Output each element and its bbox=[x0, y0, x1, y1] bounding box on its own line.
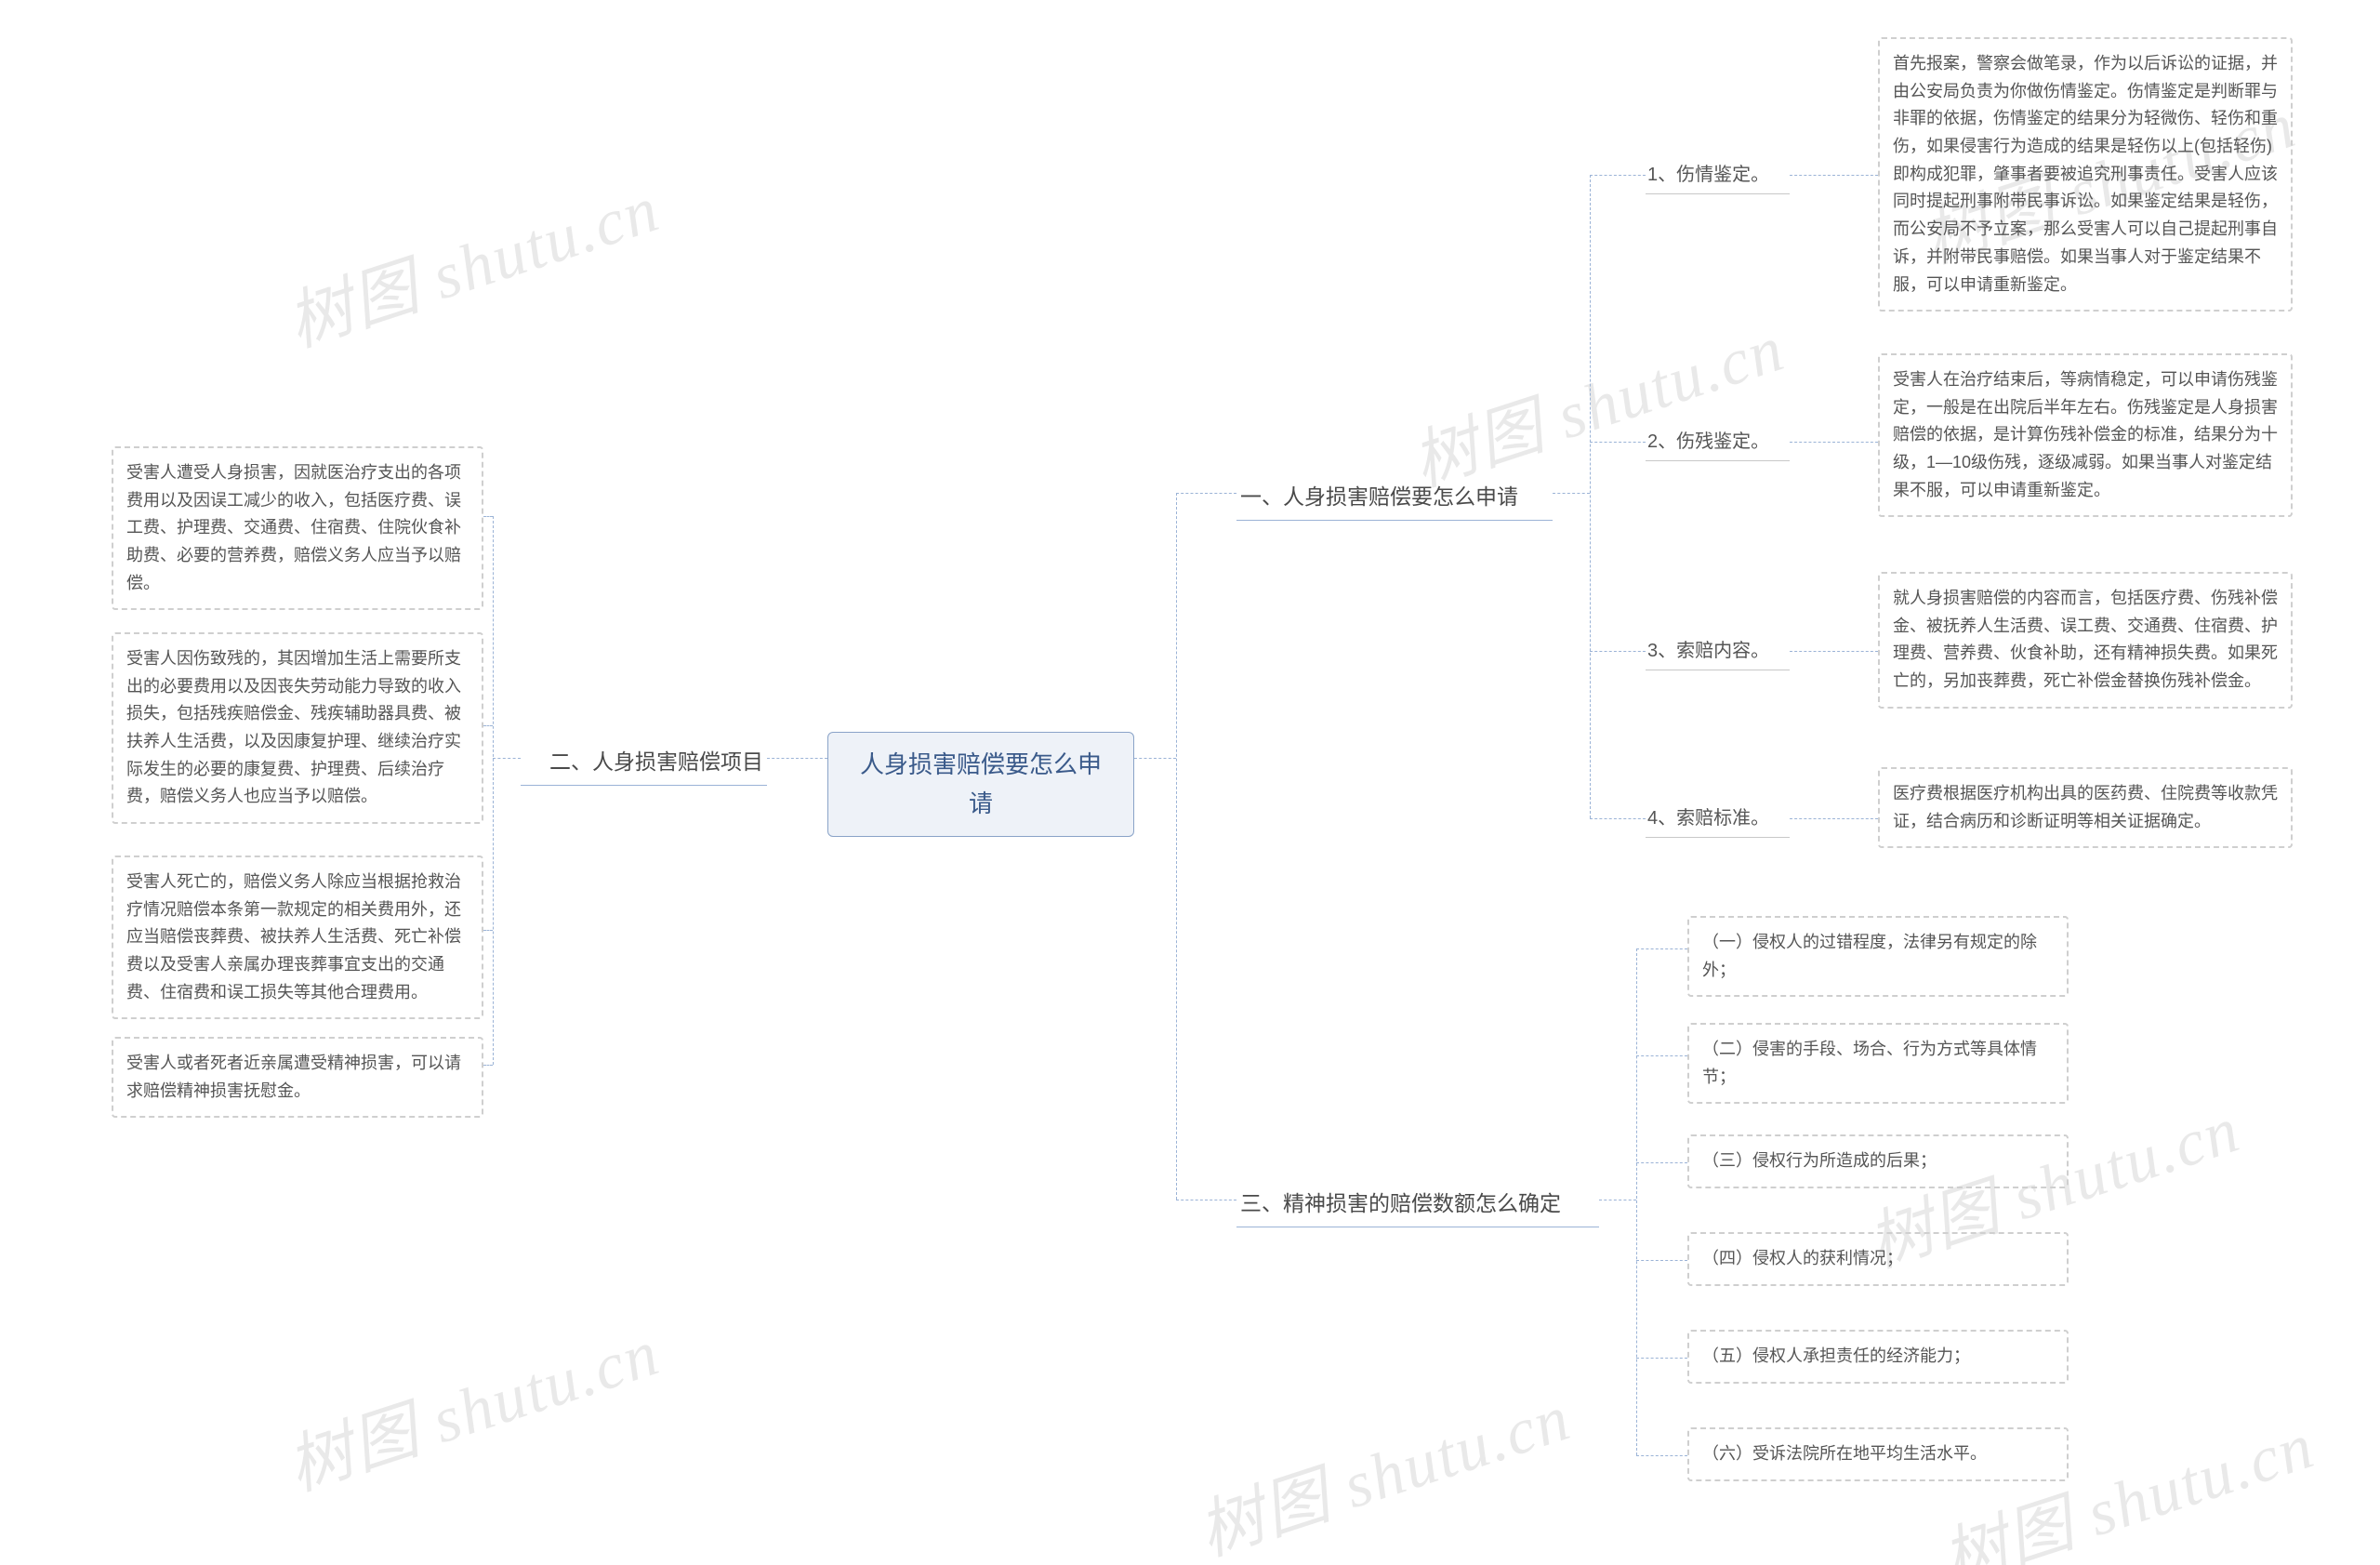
leaf-3-6: （六）受诉法院所在地平均生活水平。 bbox=[1687, 1427, 2069, 1481]
watermark: 树图 shutu.cn bbox=[1185, 1365, 1581, 1565]
connector bbox=[1636, 1455, 1687, 1456]
connector bbox=[1790, 818, 1878, 819]
connector bbox=[1134, 758, 1176, 759]
connector bbox=[1790, 175, 1878, 176]
leaf-1-2: 受害人在治疗结束后，等病情稳定，可以申请伤残鉴定，一般是在出院后半年左右。伤残鉴… bbox=[1878, 353, 2293, 517]
leaf-1-1: 首先报案，警察会做笔录，作为以后诉讼的证据，并由公安局负责为你做伤情鉴定。伤情鉴… bbox=[1878, 37, 2293, 312]
leaf-3-3: （三）侵权行为所造成的后果； bbox=[1687, 1134, 2069, 1188]
leaf-1-3: 就人身损害赔偿的内容而言，包括医疗费、伤残补偿金、被抚养人生活费、误工费、交通费… bbox=[1878, 572, 2293, 709]
leaf-2-1: 受害人遭受人身损害，因就医治疗支出的各项费用以及因误工减少的收入，包括医疗费、误… bbox=[112, 446, 483, 610]
watermark: 树图 shutu.cn bbox=[274, 156, 670, 365]
connector bbox=[1636, 948, 1687, 949]
connector bbox=[1590, 818, 1646, 819]
connector bbox=[483, 516, 493, 517]
branch-2: 二、人身损害赔偿项目 bbox=[521, 739, 767, 786]
connector bbox=[483, 725, 493, 726]
connector bbox=[767, 758, 827, 759]
leaf-2-2: 受害人因伤致残的，其因增加生活上需要所支出的必要费用以及因丧失劳动能力导致的收入… bbox=[112, 632, 483, 824]
connector bbox=[1636, 1162, 1687, 1163]
leaf-3-2: （二）侵害的手段、场合、行为方式等具体情节； bbox=[1687, 1023, 2069, 1104]
connector bbox=[1790, 442, 1878, 443]
watermark: 树图 shutu.cn bbox=[274, 1300, 670, 1508]
connector bbox=[1590, 175, 1591, 818]
connector bbox=[493, 758, 521, 759]
connector bbox=[483, 930, 493, 931]
sub-1-4: 4、索赔标准。 bbox=[1646, 800, 1790, 838]
mindmap-canvas: 树图 shutu.cn 树图 shutu.cn 树图 shutu.cn 树图 s… bbox=[0, 0, 2380, 1565]
connector bbox=[493, 516, 494, 1065]
connector bbox=[1176, 493, 1236, 494]
leaf-2-3: 受害人死亡的，赔偿义务人除应当根据抢救治疗情况赔偿本条第一款规定的相关费用外，还… bbox=[112, 855, 483, 1019]
connector bbox=[1553, 493, 1590, 494]
connector bbox=[1590, 442, 1646, 443]
leaf-3-4: （四）侵权人的获利情况； bbox=[1687, 1232, 2069, 1286]
leaf-3-1: （一）侵权人的过错程度，法律另有规定的除外； bbox=[1687, 916, 2069, 997]
leaf-2-4: 受害人或者死者近亲属遭受精神损害，可以请求赔偿精神损害抚慰金。 bbox=[112, 1037, 483, 1118]
connector bbox=[1636, 1055, 1687, 1056]
connector bbox=[1590, 175, 1646, 176]
root-node: 人身损害赔偿要怎么申请 bbox=[827, 732, 1134, 837]
connector bbox=[1176, 493, 1177, 1200]
sub-1-3: 3、索赔内容。 bbox=[1646, 632, 1790, 670]
leaf-1-4: 医疗费根据医疗机构出具的医药费、住院费等收款凭证，结合病历和诊断证明等相关证据确… bbox=[1878, 767, 2293, 848]
sub-1-2: 2、伤残鉴定。 bbox=[1646, 423, 1790, 461]
sub-1-1: 1、伤情鉴定。 bbox=[1646, 156, 1790, 194]
connector bbox=[1790, 651, 1878, 652]
leaf-3-5: （五）侵权人承担责任的经济能力； bbox=[1687, 1330, 2069, 1384]
watermark: 树图 shutu.cn bbox=[1399, 296, 1795, 504]
branch-3: 三、精神损害的赔偿数额怎么确定 bbox=[1236, 1181, 1599, 1227]
connector bbox=[1590, 651, 1646, 652]
connector bbox=[1636, 1260, 1687, 1261]
connector bbox=[1636, 1358, 1687, 1359]
connector bbox=[1636, 948, 1637, 1455]
branch-1: 一、人身损害赔偿要怎么申请 bbox=[1236, 474, 1553, 521]
connector bbox=[483, 1065, 493, 1066]
